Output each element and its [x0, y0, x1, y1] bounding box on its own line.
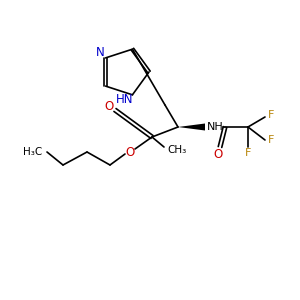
Text: F: F [268, 135, 274, 145]
Text: H₃C: H₃C [23, 147, 43, 157]
Text: F: F [245, 148, 251, 158]
Text: O: O [213, 148, 223, 160]
Polygon shape [178, 124, 205, 130]
Text: O: O [125, 146, 135, 158]
Text: O: O [104, 100, 114, 113]
Text: HN: HN [116, 93, 133, 106]
Text: CH₃: CH₃ [167, 145, 187, 155]
Text: NH: NH [207, 122, 224, 132]
Text: N: N [96, 46, 105, 59]
Text: F: F [268, 110, 274, 120]
